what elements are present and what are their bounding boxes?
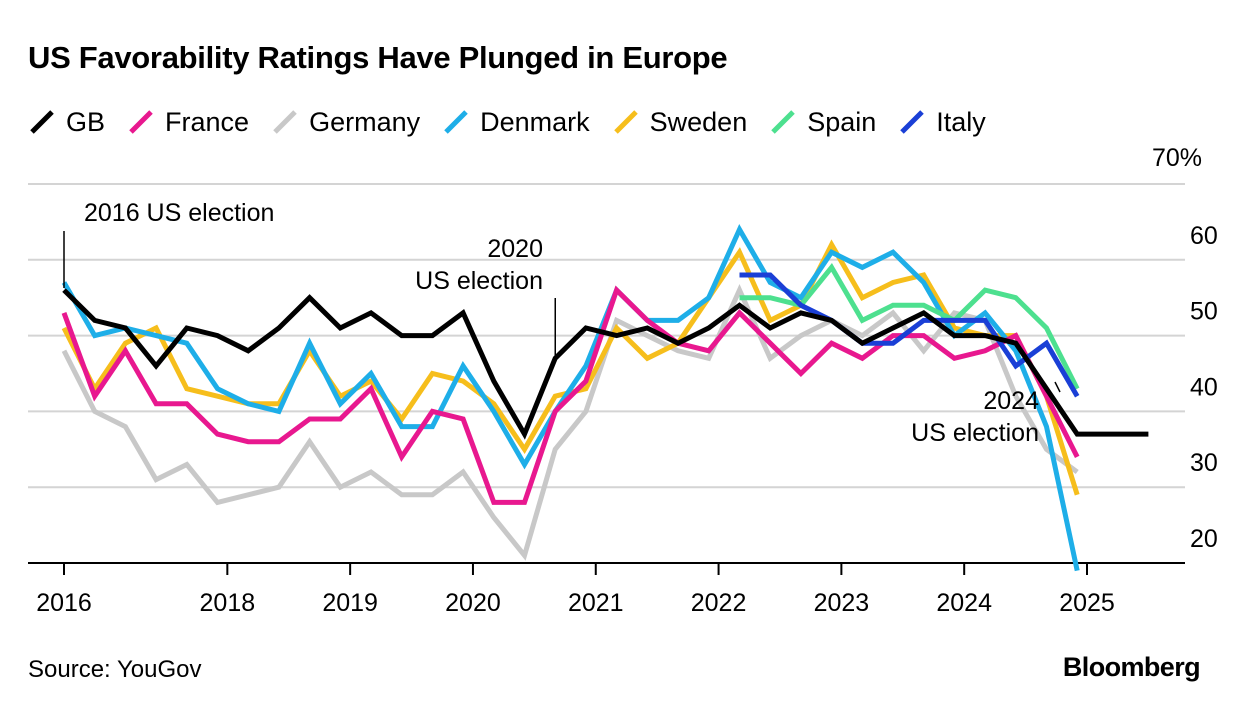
chart-title: US Favorability Ratings Have Plunged in … bbox=[28, 40, 728, 75]
legend-swatch-denmark bbox=[444, 110, 468, 134]
x-tick-label: 2024 bbox=[936, 589, 992, 617]
y-tick-label: 50 bbox=[1190, 298, 1218, 326]
annotation-2024-election-year: 2024 bbox=[983, 387, 1039, 415]
legend-swatch-line bbox=[30, 110, 54, 134]
y-tick-label: 60 bbox=[1190, 222, 1218, 250]
legend-swatch-france bbox=[129, 110, 153, 134]
legend-label-sweden: Sweden bbox=[649, 106, 748, 137]
legend-swatch-line bbox=[273, 110, 297, 134]
legend: GB France Germany Denmark Sweden Spain I… bbox=[28, 104, 1008, 140]
legend-swatch-spain bbox=[771, 110, 795, 134]
x-tick-label: 2019 bbox=[322, 589, 378, 617]
annotation-marker-2024 bbox=[1054, 381, 1061, 393]
legend-swatch-line bbox=[444, 110, 468, 134]
legend-swatch-line bbox=[900, 110, 925, 134]
x-tick-label: 2020 bbox=[445, 589, 501, 617]
y-tick-label: 70% bbox=[1152, 144, 1202, 172]
series-line-italy bbox=[739, 272, 1080, 398]
x-tick-label: 2025 bbox=[1059, 589, 1115, 617]
y-tick-label: 20 bbox=[1190, 525, 1218, 553]
series-line-denmark bbox=[61, 224, 1080, 572]
annotation-2024-election-label: US election bbox=[911, 419, 1039, 447]
legend-label-italy: Italy bbox=[936, 106, 986, 137]
legend-swatch-line bbox=[129, 110, 153, 134]
legend-item-france: France bbox=[127, 107, 249, 138]
annotation-2020-election-year: 2020 bbox=[487, 235, 543, 263]
y-tick-label: 30 bbox=[1190, 449, 1218, 477]
legend-label-denmark: Denmark bbox=[480, 106, 590, 137]
legend-label-france: France bbox=[165, 106, 250, 137]
legend-item-spain: Spain bbox=[769, 107, 876, 138]
series-line-france bbox=[61, 285, 1080, 505]
series-line-gb bbox=[62, 288, 1149, 440]
legend-label-spain: Spain bbox=[807, 106, 877, 137]
series-line-spain bbox=[739, 263, 1080, 390]
legend-swatch-sweden bbox=[613, 110, 638, 134]
x-tick-label: 2016 bbox=[36, 589, 92, 617]
legend-swatch-germany bbox=[273, 110, 297, 134]
x-tick-label: 2021 bbox=[568, 589, 624, 617]
legend-item-denmark: Denmark bbox=[442, 107, 590, 138]
source-note: Source: YouGov bbox=[28, 656, 202, 683]
annotation-2020-election-label: US election bbox=[415, 267, 543, 295]
legend-item-gb: GB bbox=[28, 107, 105, 138]
legend-swatch-line bbox=[613, 110, 638, 134]
legend-item-italy: Italy bbox=[898, 107, 986, 138]
brand-logo: Bloomberg bbox=[1062, 652, 1201, 682]
legend-swatch-line bbox=[771, 110, 795, 134]
legend-item-germany: Germany bbox=[271, 107, 420, 138]
legend-swatch-gb bbox=[30, 110, 54, 134]
line-chart: 20 30 40 50 60 70% 2016 2018 2019 2020 2021 2022 202… bbox=[28, 144, 1218, 617]
legend-label-gb: GB bbox=[66, 106, 106, 137]
x-tick-label: 2023 bbox=[814, 589, 870, 617]
x-tick-label: 2022 bbox=[691, 589, 747, 617]
legend-swatch-italy bbox=[900, 110, 925, 134]
legend-item-sweden: Sweden bbox=[612, 106, 748, 138]
legend-label-germany: Germany bbox=[309, 106, 421, 137]
y-tick-label: 40 bbox=[1190, 373, 1218, 401]
x-tick-label: 2018 bbox=[200, 589, 256, 617]
annotation-2016-election: 2016 US election bbox=[84, 199, 274, 227]
